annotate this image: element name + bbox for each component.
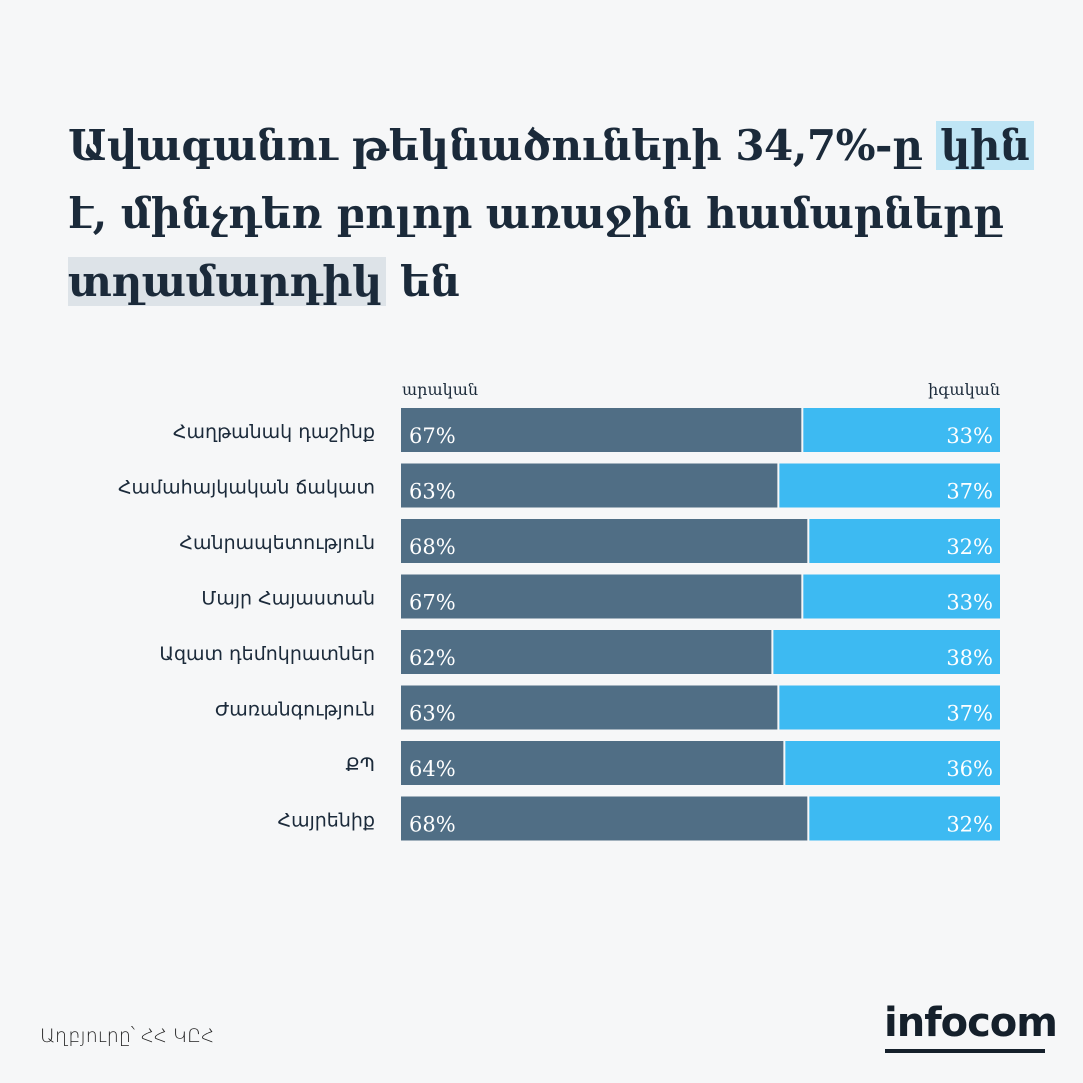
category-label: Ժառանգություն xyxy=(215,699,375,721)
data-label-female: 36% xyxy=(946,757,993,781)
infocom-logo: infocom xyxy=(884,1000,1058,1046)
bar-female xyxy=(773,630,1000,674)
bar-female xyxy=(803,574,1000,619)
category-label: ՔՊ xyxy=(345,754,375,776)
bar-female xyxy=(785,741,1000,785)
legend-male: արական xyxy=(402,380,479,399)
data-label-female: 33% xyxy=(946,591,993,615)
bar-male xyxy=(401,519,808,563)
data-label-female: 33% xyxy=(946,424,993,448)
title-highlight-women: կին xyxy=(936,121,1034,170)
bar-male xyxy=(401,574,802,619)
category-label: Ազատ դեմոկրատներ xyxy=(159,643,375,665)
title-highlight-men: տղամարդիկ xyxy=(68,257,386,306)
logo-text: infocom xyxy=(884,1000,1058,1046)
bar-male xyxy=(401,408,802,452)
data-label-male: 62% xyxy=(409,646,456,670)
data-label-male: 67% xyxy=(409,424,456,448)
title-text: են xyxy=(385,257,460,306)
page-title: Ավագանու թեկնածուների 34,7%-ը կին է, մին… xyxy=(68,112,1058,316)
category-label: Հանրապետություն xyxy=(179,532,375,554)
data-label-female: 32% xyxy=(946,535,993,559)
bar-male xyxy=(401,741,784,785)
data-label-male: 63% xyxy=(409,702,456,726)
category-label: Մայր Հայաստան xyxy=(201,588,375,610)
data-label-male: 67% xyxy=(409,591,456,615)
bar-male xyxy=(401,796,808,841)
data-label-female: 37% xyxy=(946,480,993,504)
data-label-male: 68% xyxy=(409,813,456,837)
bar-female xyxy=(809,796,1000,841)
title-text: Ավագանու թեկնածուների 34,7%-ը xyxy=(68,121,937,170)
legend-female: իգական xyxy=(928,380,1000,399)
category-label: Հայրենիք xyxy=(277,810,375,832)
bar-female xyxy=(779,463,1000,508)
data-label-female: 37% xyxy=(946,702,993,726)
data-label-female: 38% xyxy=(946,646,993,670)
bar-female xyxy=(779,685,1000,730)
bar-male xyxy=(401,685,778,730)
bar-male xyxy=(401,463,778,508)
category-label: Հաղթանակ դաշինք xyxy=(173,421,375,443)
logo-underline xyxy=(885,1049,1045,1053)
title-text: է, մինչդեռ բոլոր առաջին համարները xyxy=(68,189,1004,238)
data-label-male: 68% xyxy=(409,535,456,559)
bar-male xyxy=(401,630,772,674)
category-label: Համահայկական ճակատ xyxy=(118,477,375,499)
data-label-male: 63% xyxy=(409,480,456,504)
bar-female xyxy=(809,519,1000,563)
source-note: Աղբյուրը՝ ՀՀ ԿԸՀ xyxy=(40,1025,215,1047)
data-label-male: 64% xyxy=(409,757,456,781)
bar-female xyxy=(803,408,1000,452)
data-label-female: 32% xyxy=(946,813,993,837)
